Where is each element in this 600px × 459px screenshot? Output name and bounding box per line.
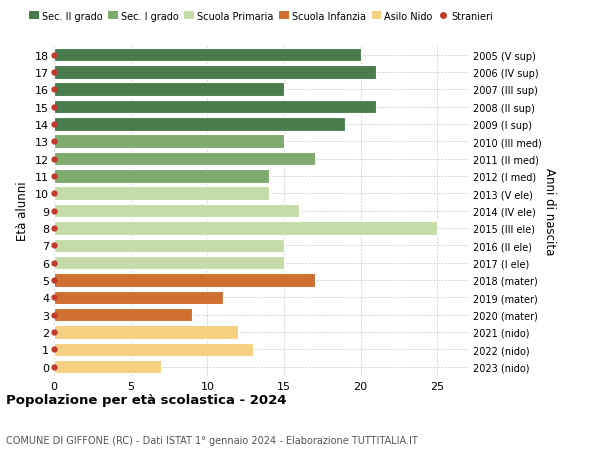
Bar	[54, 204, 299, 218]
Text: Popolazione per età scolastica - 2024: Popolazione per età scolastica - 2024	[6, 393, 287, 406]
Bar	[54, 325, 238, 339]
Y-axis label: Età alunni: Età alunni	[16, 181, 29, 241]
Bar	[54, 83, 284, 97]
Bar	[54, 101, 376, 114]
Y-axis label: Anni di nascita: Anni di nascita	[542, 168, 556, 255]
Bar	[54, 256, 284, 270]
Text: COMUNE DI GIFFONE (RC) - Dati ISTAT 1° gennaio 2024 - Elaborazione TUTTITALIA.IT: COMUNE DI GIFFONE (RC) - Dati ISTAT 1° g…	[6, 435, 418, 445]
Bar	[54, 170, 269, 183]
Bar	[54, 308, 192, 322]
Bar	[54, 343, 253, 356]
Bar	[54, 66, 376, 79]
Bar	[54, 360, 161, 374]
Bar	[54, 291, 223, 304]
Bar	[54, 187, 269, 201]
Legend: Sec. II grado, Sec. I grado, Scuola Primaria, Scuola Infanzia, Asilo Nido, Stran: Sec. II grado, Sec. I grado, Scuola Prim…	[25, 8, 497, 26]
Bar	[54, 118, 346, 131]
Bar	[54, 222, 437, 235]
Bar	[54, 135, 284, 149]
Bar	[54, 274, 314, 287]
Bar	[54, 239, 284, 252]
Bar	[54, 152, 314, 166]
Bar	[54, 49, 361, 62]
